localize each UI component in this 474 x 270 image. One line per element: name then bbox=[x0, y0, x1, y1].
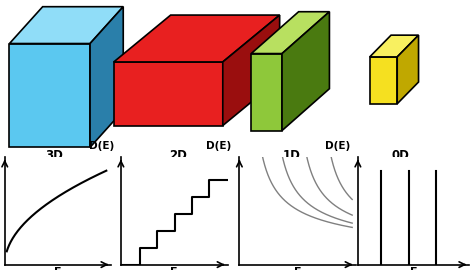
X-axis label: E: E bbox=[293, 267, 301, 270]
X-axis label: E: E bbox=[54, 267, 62, 270]
Polygon shape bbox=[9, 7, 123, 43]
Polygon shape bbox=[114, 62, 223, 126]
Text: (Bulk): (Bulk) bbox=[40, 169, 69, 179]
Text: (Quantum Wire): (Quantum Wire) bbox=[252, 169, 331, 179]
Y-axis label: D(E): D(E) bbox=[325, 141, 350, 151]
Polygon shape bbox=[397, 35, 419, 104]
Polygon shape bbox=[9, 43, 90, 147]
Polygon shape bbox=[370, 35, 419, 57]
Y-axis label: D(E): D(E) bbox=[206, 141, 231, 151]
Polygon shape bbox=[251, 53, 282, 131]
Text: 0D: 0D bbox=[392, 149, 410, 162]
Polygon shape bbox=[282, 12, 329, 131]
Polygon shape bbox=[251, 12, 329, 53]
Polygon shape bbox=[370, 57, 397, 104]
Text: (Quantum Dot): (Quantum Dot) bbox=[364, 169, 438, 179]
Text: 2D: 2D bbox=[169, 149, 187, 162]
X-axis label: E: E bbox=[170, 267, 178, 270]
Polygon shape bbox=[90, 7, 123, 147]
Text: 3D: 3D bbox=[46, 149, 64, 162]
Polygon shape bbox=[223, 15, 280, 126]
Polygon shape bbox=[114, 15, 280, 62]
Text: (Quantum Well): (Quantum Well) bbox=[139, 169, 216, 179]
Y-axis label: D(E): D(E) bbox=[89, 141, 114, 151]
X-axis label: E: E bbox=[410, 267, 418, 270]
Text: 1D: 1D bbox=[283, 149, 301, 162]
